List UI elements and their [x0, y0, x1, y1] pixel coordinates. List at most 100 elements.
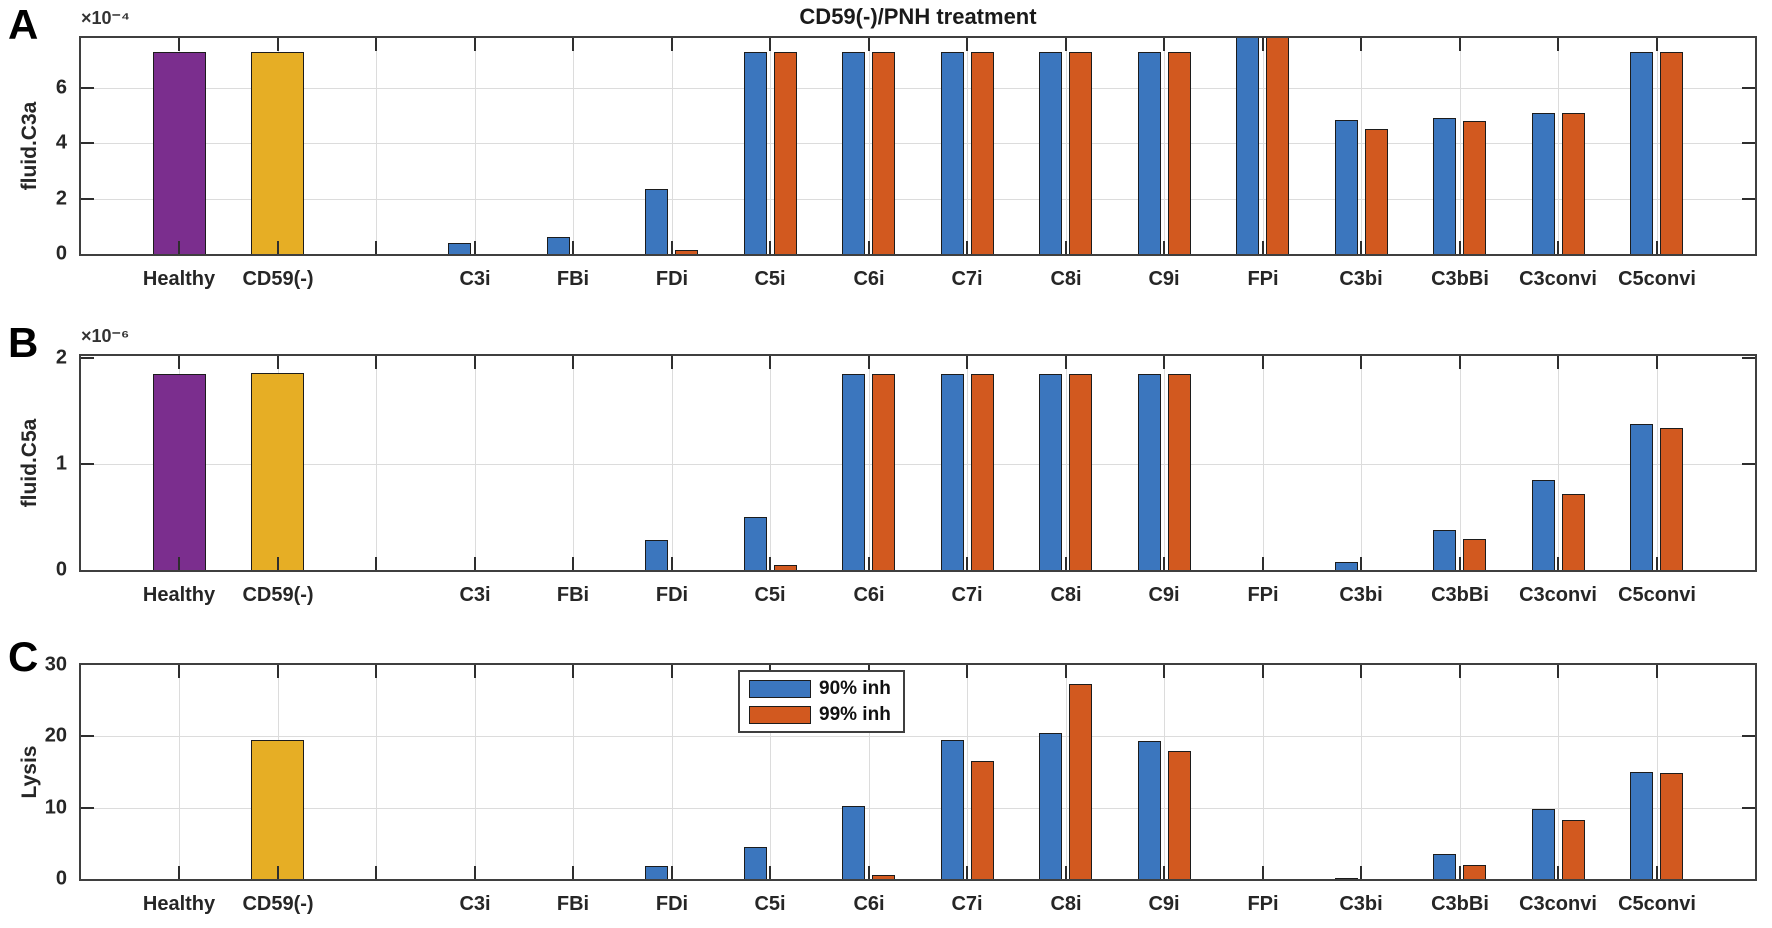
y-tick-right — [1742, 142, 1755, 144]
x-tick-top — [1459, 356, 1461, 369]
bar-C5convi-orange — [1660, 428, 1683, 570]
legend-label-99-inh: 99% inh — [819, 704, 891, 725]
vertical-gridline — [376, 356, 377, 570]
x-tick-top — [868, 356, 870, 369]
bar-CD59(-)-gold — [251, 52, 304, 254]
x-tick-bottom — [1557, 866, 1559, 879]
x-tick-bottom — [1557, 241, 1559, 254]
bar-C8i-blue — [1039, 374, 1062, 570]
x-tick-top — [1557, 356, 1559, 369]
bar-C9i-orange — [1168, 374, 1191, 570]
bar-C6i-blue — [842, 806, 865, 879]
vertical-gridline — [1460, 665, 1461, 879]
panel-letter-a: A — [8, 1, 39, 48]
x-tick-bottom — [474, 557, 476, 570]
x-tick-top — [1360, 356, 1362, 369]
bar-C3i-blue — [448, 243, 471, 254]
bar-C3convi-orange — [1562, 494, 1585, 570]
bar-C5convi-blue — [1630, 52, 1653, 254]
y-tick-left — [81, 807, 94, 809]
vertical-gridline — [1460, 356, 1461, 570]
vertical-gridline — [967, 38, 968, 254]
x-tick-bottom — [1360, 866, 1362, 879]
y-tick-left — [81, 142, 94, 144]
bar-C9i-blue — [1138, 52, 1161, 254]
y-tick-left — [81, 735, 94, 737]
bar-C6i-orange — [872, 875, 895, 879]
x-tick-top — [1262, 38, 1264, 51]
y-tick-left — [81, 463, 94, 465]
legend-entry-99-inh: 99% inh — [749, 705, 891, 724]
x-tick-label-C5i: C5i — [754, 893, 786, 915]
y-tick-label: 2 — [55, 187, 67, 210]
vertical-gridline — [967, 356, 968, 570]
x-tick-bottom — [769, 557, 771, 570]
x-tick-label-Healthy: Healthy — [142, 268, 216, 290]
x-tick-bottom — [277, 866, 279, 879]
vertical-gridline — [770, 665, 771, 879]
x-tick-label-C8i: C8i — [1050, 584, 1082, 606]
bar-FPi-orange — [1266, 38, 1289, 254]
vertical-gridline — [1558, 665, 1559, 879]
vertical-gridline — [1066, 665, 1067, 879]
x-tick-bottom — [375, 866, 377, 879]
x-tick-bottom — [868, 557, 870, 570]
bar-C5i-orange — [774, 52, 797, 254]
x-tick-bottom — [1163, 557, 1165, 570]
bar-CD59(-)-gold — [251, 740, 304, 879]
x-tick-top — [277, 38, 279, 51]
bar-C8i-orange — [1069, 374, 1092, 570]
x-tick-label-FPi: FPi — [1247, 893, 1279, 915]
bar-C3convi-blue — [1532, 809, 1555, 879]
y-tick-label: 6 — [55, 76, 67, 99]
x-tick-top — [1557, 665, 1559, 678]
bar-C3bBi-orange — [1463, 539, 1486, 570]
bar-C6i-orange — [872, 52, 895, 254]
x-tick-top — [1656, 38, 1658, 51]
horizontal-gridline — [81, 808, 1755, 809]
x-tick-top — [178, 38, 180, 51]
y-tick-left — [81, 87, 94, 89]
horizontal-gridline — [81, 736, 1755, 737]
bar-C3bBi-orange — [1463, 121, 1486, 254]
vertical-gridline — [672, 356, 673, 570]
vertical-gridline — [376, 38, 377, 254]
bar-C7i-orange — [971, 374, 994, 570]
x-tick-bottom — [1262, 241, 1264, 254]
x-tick-label-C3bBi: C3bBi — [1431, 893, 1489, 915]
vertical-gridline — [179, 665, 180, 879]
x-tick-label-C6i: C6i — [853, 893, 885, 915]
y-tick-right — [1742, 735, 1755, 737]
vertical-gridline — [770, 356, 771, 570]
legend: 90% inh 99% inh — [738, 670, 905, 733]
x-tick-label-C7i: C7i — [951, 268, 983, 290]
vertical-gridline — [672, 38, 673, 254]
vertical-gridline — [475, 38, 476, 254]
bar-C8i-orange — [1069, 52, 1092, 254]
vertical-gridline — [1361, 38, 1362, 254]
y-tick-right — [1742, 198, 1755, 200]
x-tick-label-C9i: C9i — [1148, 584, 1180, 606]
x-tick-bottom — [1065, 866, 1067, 879]
vertical-gridline — [869, 356, 870, 570]
vertical-gridline — [1657, 356, 1658, 570]
bar-C5convi-blue — [1630, 424, 1653, 570]
x-tick-label-C5convi: C5convi — [1618, 584, 1696, 606]
bar-FDi-blue — [645, 189, 668, 254]
bar-C8i-orange — [1069, 684, 1092, 879]
bar-C9i-blue — [1138, 374, 1161, 570]
x-tick-top — [474, 38, 476, 51]
bar-C3bi-blue — [1335, 878, 1358, 879]
bar-C5i-blue — [744, 847, 767, 879]
y-tick-label: 0 — [55, 558, 67, 581]
x-tick-top — [1262, 665, 1264, 678]
legend-swatch-99-inh — [749, 705, 811, 724]
y-tick-label: 20 — [44, 724, 67, 747]
x-tick-bottom — [1656, 866, 1658, 879]
x-tick-label-C3i: C3i — [459, 584, 491, 606]
x-tick-label-C8i: C8i — [1050, 893, 1082, 915]
x-tick-top — [1262, 356, 1264, 369]
y-tick-label: 2 — [55, 346, 67, 369]
x-tick-bottom — [1656, 241, 1658, 254]
vertical-gridline — [475, 356, 476, 570]
